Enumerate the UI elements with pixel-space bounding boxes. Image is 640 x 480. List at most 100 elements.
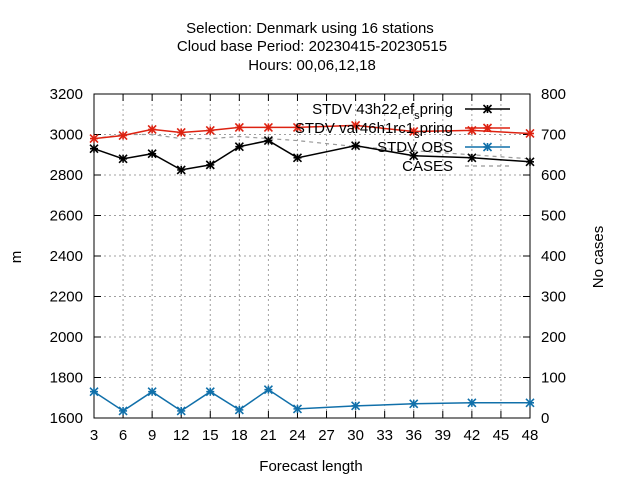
point-var-9-d2 xyxy=(147,124,157,135)
legend-samples xyxy=(465,104,510,167)
y-tick-label-3000: 3000 xyxy=(50,127,83,144)
point-ref-30 xyxy=(351,141,361,151)
point-obs-48-d2 xyxy=(525,398,535,408)
series-layer xyxy=(89,120,535,416)
point-ref-9 xyxy=(147,149,157,159)
legend-marker-obs-d2 xyxy=(482,142,493,152)
point-ref-21-d2 xyxy=(263,136,273,146)
point-var-18 xyxy=(234,122,244,132)
point-var-9 xyxy=(147,124,157,135)
x-tick-label-15: 15 xyxy=(202,427,219,444)
x-tick-label-48: 48 xyxy=(522,427,539,444)
y-tick-label-2600: 2600 xyxy=(50,208,83,225)
point-obs-21-d2 xyxy=(263,385,273,395)
point-obs-30-d2 xyxy=(351,401,361,411)
point-ref-48-d2 xyxy=(525,157,535,167)
point-obs-18-d2 xyxy=(234,405,244,415)
point-var-18-d2 xyxy=(234,122,244,132)
point-obs-15-d2 xyxy=(205,387,215,397)
point-ref-24-d2 xyxy=(292,153,303,163)
point-ref-12 xyxy=(176,165,186,175)
point-var-24-d2 xyxy=(292,122,303,132)
point-obs-21 xyxy=(263,385,273,395)
point-ref-3-d2 xyxy=(89,144,99,154)
point-ref-18-d2 xyxy=(234,142,244,152)
series-cases xyxy=(93,133,531,160)
series-ref xyxy=(89,136,535,175)
y2-tick-label-200: 200 xyxy=(541,329,566,346)
series-obs-line xyxy=(93,388,530,412)
x-tick-label-33: 33 xyxy=(376,427,393,444)
point-ref-6 xyxy=(118,154,128,164)
point-obs-42-d2 xyxy=(467,398,477,408)
point-var-12-d2 xyxy=(176,127,186,138)
x-axis-label: Forecast length xyxy=(259,458,362,475)
point-obs-6 xyxy=(118,406,128,416)
point-obs-48 xyxy=(525,398,535,408)
title-line-1: Selection: Denmark using 16 stations xyxy=(186,20,434,37)
point-ref-24 xyxy=(292,153,303,163)
point-ref-30-d2 xyxy=(351,141,361,151)
y-axis-label: m xyxy=(8,251,25,264)
point-var-3-d2 xyxy=(89,133,99,144)
y2-tick-label-0: 0 xyxy=(541,410,549,427)
point-var-36-d2 xyxy=(409,126,419,137)
x-tick-label-36: 36 xyxy=(405,427,422,444)
point-ref-12-d2 xyxy=(176,165,186,175)
x-tick-label-45: 45 xyxy=(493,427,510,444)
point-obs-36-d2 xyxy=(409,399,419,409)
legend-marker-obs xyxy=(482,142,493,152)
y-tick-label-2800: 2800 xyxy=(50,167,83,184)
legend-marker-ref xyxy=(482,104,493,114)
point-obs-9 xyxy=(147,387,157,397)
y-tick-label-2400: 2400 xyxy=(50,248,83,265)
y-axis-ticks: 1600 1800 2000 2200 2400 2600 2800 3000 3200 xyxy=(50,86,101,427)
point-obs-30 xyxy=(351,401,361,411)
series-ref-line xyxy=(93,139,531,171)
point-var-6 xyxy=(118,130,128,141)
point-obs-15 xyxy=(205,387,215,397)
title-line-2: Cloud base Period: 20230415-20230515 xyxy=(177,38,447,55)
point-obs-3 xyxy=(89,387,99,397)
x-axis-ticks: 3 6 9 12 15 18 21 24 27 30 33 36 39 42 45 48 xyxy=(90,94,539,444)
y2-tick-label-600: 600 xyxy=(541,167,566,184)
point-var-30-d2 xyxy=(351,120,361,130)
x-tick-label-9: 9 xyxy=(148,427,156,444)
y2-tick-label-800: 800 xyxy=(541,86,566,103)
y-tick-label-1600: 1600 xyxy=(50,410,83,427)
point-ref-18 xyxy=(234,142,244,152)
x-tick-label-18: 18 xyxy=(231,427,248,444)
point-var-24 xyxy=(292,122,303,132)
x-tick-label-39: 39 xyxy=(434,427,451,444)
x-tick-label-42: 42 xyxy=(464,427,481,444)
y2-tick-label-100: 100 xyxy=(541,370,566,387)
point-ref-15-d2 xyxy=(205,160,215,170)
point-ref-36 xyxy=(409,151,419,161)
point-obs-24 xyxy=(292,404,303,414)
legend-label-cases: CASES xyxy=(402,158,453,175)
legend-label-var: STDV var46h1rc1spring xyxy=(295,120,453,141)
legend-marker-var xyxy=(482,123,493,133)
point-var-36 xyxy=(409,126,419,137)
point-obs-24-d2 xyxy=(292,404,303,414)
point-obs-42 xyxy=(467,398,477,408)
series-cases-line xyxy=(93,133,531,160)
y-tick-label-1800: 1800 xyxy=(50,370,83,387)
point-obs-9-d2 xyxy=(147,387,157,397)
point-var-15-d2 xyxy=(205,125,215,136)
point-ref-42 xyxy=(467,153,477,163)
point-obs-6-d2 xyxy=(118,406,128,416)
legend: STDV 43h22refspring STDV var46h1rc1sprin… xyxy=(295,101,510,175)
legend-label-obs: STDV OBS xyxy=(377,139,453,156)
x-tick-label-21: 21 xyxy=(260,427,277,444)
y2-tick-label-500: 500 xyxy=(541,208,566,225)
y2-tick-label-700: 700 xyxy=(541,127,566,144)
point-ref-9-d2 xyxy=(147,149,157,159)
point-ref-3 xyxy=(89,144,99,154)
title-line-3: Hours: 00,06,12,18 xyxy=(248,57,376,74)
legend-label-ref: STDV 43h22refspring xyxy=(312,101,453,122)
point-var-21 xyxy=(263,122,273,132)
y-tick-label-2200: 2200 xyxy=(50,289,83,306)
legend-marker-var-d2 xyxy=(482,123,493,133)
point-obs-36 xyxy=(409,399,419,409)
